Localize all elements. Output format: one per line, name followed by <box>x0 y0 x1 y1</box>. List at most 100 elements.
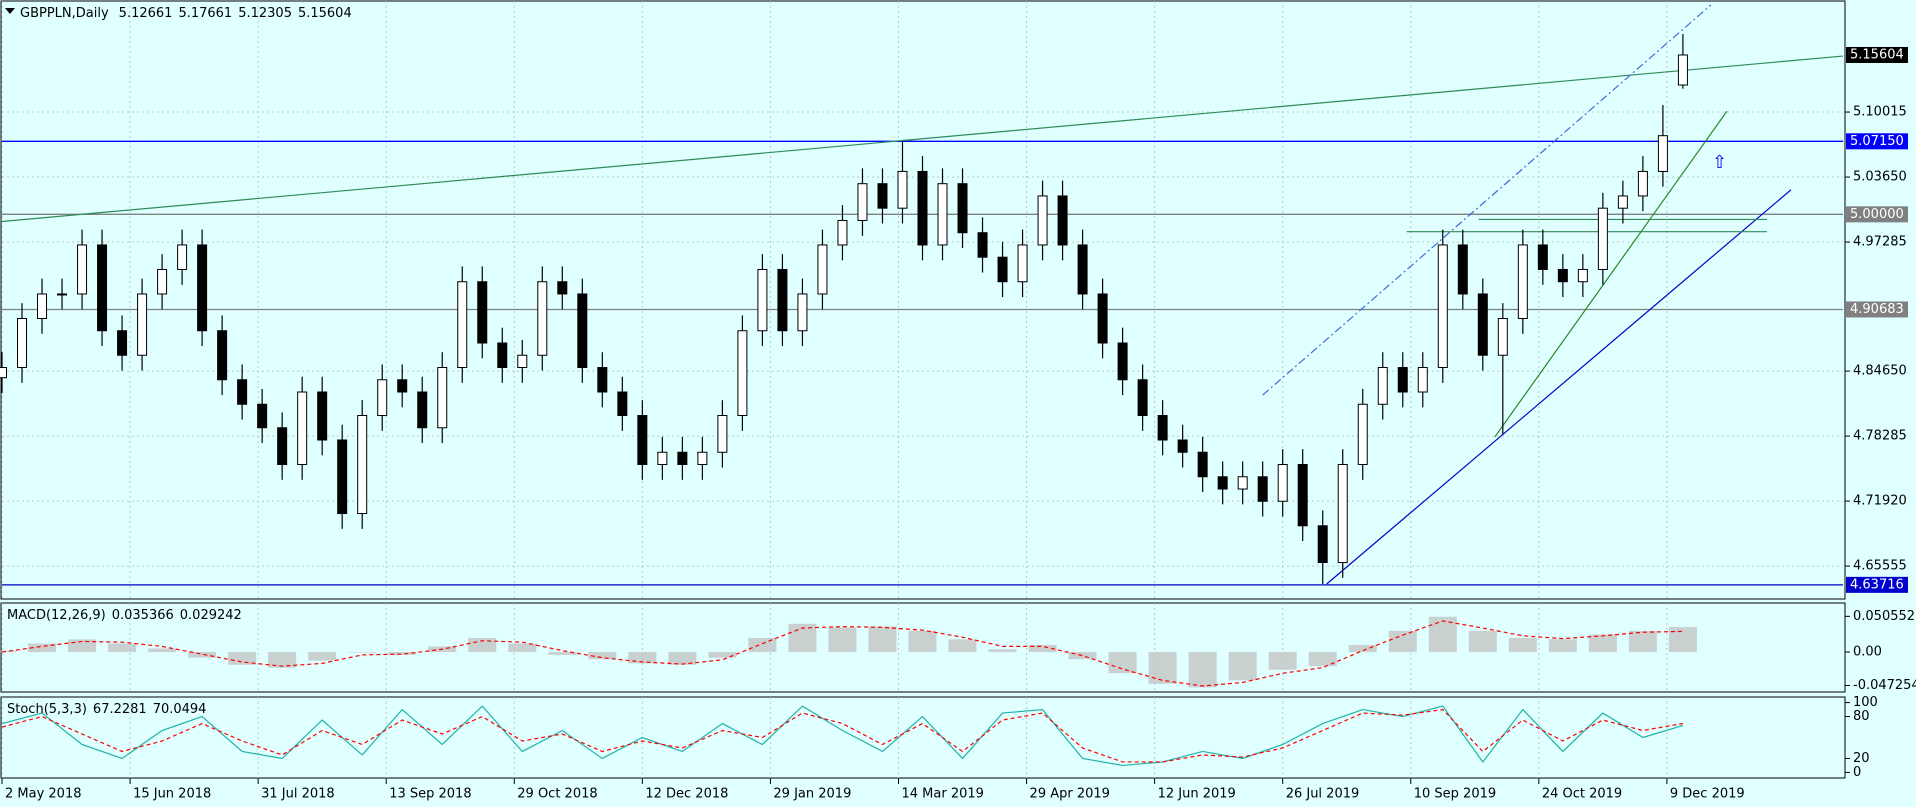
candle-body <box>1037 195 1048 246</box>
candle-body <box>197 244 208 332</box>
macd-bar <box>1388 630 1417 653</box>
pane-frame <box>0 602 1846 693</box>
x-tick-label: 29 Oct 2018 <box>517 787 597 802</box>
candle-body <box>397 379 408 393</box>
candle-body <box>877 183 888 209</box>
candle-body <box>1377 366 1388 405</box>
trendline <box>1 55 1844 223</box>
candle-body <box>137 293 148 356</box>
macd-bar <box>468 637 497 653</box>
main-value: 67.2281 <box>93 702 147 717</box>
indicator-label: Stoch(5,3,3) <box>7 702 87 717</box>
current-price-label: 5.15604 <box>1850 47 1904 62</box>
candle-body <box>297 391 308 466</box>
x-tick-label: 31 Jul 2018 <box>261 787 335 802</box>
x-tick-label: 9 Dec 2019 <box>1670 787 1745 802</box>
candle-body <box>1637 170 1648 197</box>
candle-body <box>77 244 88 295</box>
candle-body <box>1417 366 1428 393</box>
candle-body <box>337 439 348 515</box>
candle-body <box>357 414 368 515</box>
x-tick-label: 29 Apr 2019 <box>1030 787 1110 802</box>
macd-bar <box>388 652 417 655</box>
trendline <box>1494 110 1728 438</box>
macd-bar <box>828 627 857 653</box>
candle-body <box>1517 244 1528 319</box>
macd-bar <box>548 652 577 655</box>
trendline <box>1326 189 1792 585</box>
x-tick-label: 15 Jun 2018 <box>133 787 211 802</box>
candle-body <box>597 366 608 393</box>
x-tick-label: 10 Sep 2019 <box>1414 787 1496 802</box>
macd-bar <box>948 639 977 653</box>
candle-body <box>677 451 688 466</box>
macd-bar <box>988 649 1017 653</box>
macd-bar <box>1588 634 1617 653</box>
candle-body <box>1397 366 1408 393</box>
candle-body <box>377 379 388 416</box>
y-tick-label: 0 <box>1853 765 1861 780</box>
y-tick-label: 5.10015 <box>1853 105 1907 120</box>
candle-body <box>1557 268 1568 283</box>
candle-body <box>777 268 788 332</box>
candle-body <box>417 391 428 429</box>
candle-body <box>637 414 648 466</box>
macd-bar <box>908 630 937 653</box>
candle-body <box>697 451 708 466</box>
candle-body <box>817 244 828 295</box>
candle-body <box>1057 195 1068 246</box>
macd-bar <box>348 652 377 653</box>
macd-bar <box>708 652 737 658</box>
candle-body <box>237 379 248 405</box>
candle-body <box>217 330 228 381</box>
x-tick-label: 24 Oct 2019 <box>1542 787 1622 802</box>
y-tick-label: 0.050552 <box>1853 609 1915 624</box>
candle-body <box>257 403 268 429</box>
candle-body <box>517 354 528 368</box>
price-label: 5.00000 <box>1850 207 1904 222</box>
macd-bar <box>1668 627 1697 653</box>
candle-body <box>857 183 868 221</box>
candle-body <box>0 366 7 379</box>
candle-body <box>837 219 848 246</box>
y-tick-label: 4.71920 <box>1853 494 1907 509</box>
candle-body <box>1297 464 1308 527</box>
candle-body <box>1357 403 1368 466</box>
candle-body <box>1077 244 1088 295</box>
candle-body <box>1017 244 1028 283</box>
current-price-box <box>1846 46 1908 63</box>
macd-bar <box>668 652 697 665</box>
macd-bar <box>1228 652 1257 681</box>
signal-value: 70.0494 <box>153 702 207 717</box>
candle-body <box>97 244 108 332</box>
price-label-box <box>1846 301 1908 318</box>
macd-bar <box>1348 644 1377 653</box>
candle-body <box>1337 464 1348 564</box>
macd-bar <box>1508 637 1537 653</box>
candle-body <box>557 281 568 295</box>
open: 5.12661 <box>119 6 173 21</box>
x-tick-label: 12 Jun 2019 <box>1158 787 1236 802</box>
macd-bar <box>1428 616 1457 653</box>
y-tick-label: 4.84650 <box>1853 364 1907 379</box>
macd-bar <box>1068 652 1097 660</box>
candle-body <box>1577 268 1588 283</box>
macd-bar <box>868 626 897 653</box>
candle-body <box>1277 464 1288 502</box>
y-tick-label: -0.047254 <box>1853 678 1916 693</box>
stoch-header: Stoch(5,3,3) 67.2281 70.0494 <box>7 702 206 717</box>
candle-body <box>17 317 28 368</box>
candle-body <box>1457 244 1468 295</box>
macd-bar <box>108 643 137 653</box>
candle-body <box>177 244 188 270</box>
macd-bar <box>188 652 217 658</box>
candle-body <box>1497 317 1508 356</box>
symbol: GBPPLN,Daily <box>20 6 109 21</box>
candle-body <box>1237 476 1248 490</box>
candle-body <box>117 330 128 356</box>
candle-body <box>1657 135 1668 172</box>
main-line <box>1 705 1684 767</box>
